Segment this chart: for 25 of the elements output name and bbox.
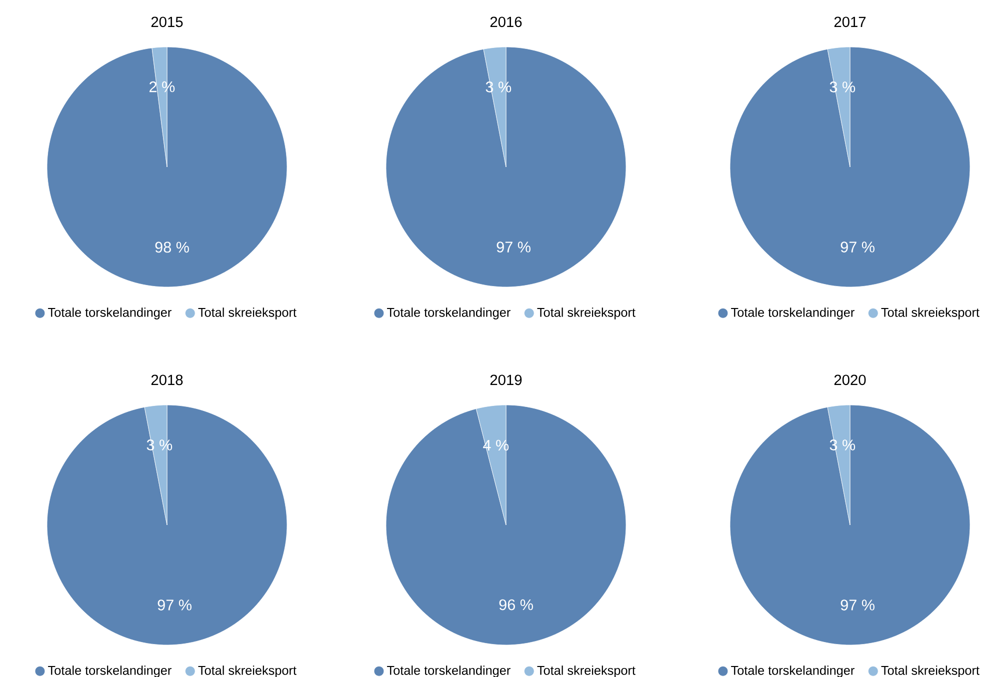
legend-label: Total skreieksport — [537, 308, 636, 320]
data-label: 4 % — [483, 440, 509, 451]
chart-title: 2020 — [834, 374, 866, 386]
legend-label: Totale torskelandinger — [731, 666, 854, 677]
data-label: 97 % — [840, 242, 874, 252]
chart-title: 2015 — [151, 16, 183, 28]
chart-title: 2019 — [490, 374, 522, 386]
legend-label: Total skreieksport — [198, 308, 296, 320]
data-label: 96 % — [499, 599, 533, 610]
legend-label: Totale torskelandinger — [731, 308, 854, 320]
legend-label: Totale torskelandinger — [48, 308, 172, 320]
legend-label: Total skreieksport — [198, 666, 296, 677]
data-label: 97 % — [840, 600, 874, 610]
legend-label: Total skreieksport — [881, 308, 980, 320]
legend-label: Totale torskelandinger — [387, 308, 510, 320]
legend-label: Totale torskelandinger — [387, 666, 510, 677]
chart-title: 2017 — [834, 16, 866, 28]
legend-label: Totale torskelandinger — [48, 666, 172, 677]
chart-title: 2016 — [490, 16, 522, 28]
legend-label: Total skreieksport — [881, 666, 980, 677]
data-label: 97 % — [158, 600, 192, 610]
chart-title: 2018 — [151, 374, 183, 386]
legend-label: Total skreieksport — [537, 666, 636, 677]
data-label: 97 % — [496, 242, 530, 252]
data-label: 98 % — [155, 242, 189, 253]
